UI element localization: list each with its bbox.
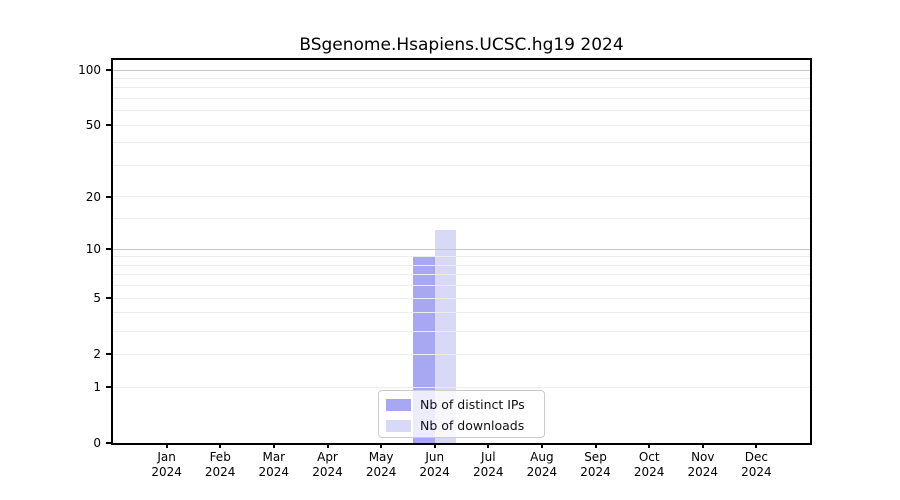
legend-item-distinct-ips: Nb of distinct IPs: [386, 394, 544, 415]
gridline-minor-6: [113, 285, 810, 287]
gridline-minor-90: [113, 77, 810, 79]
y-tick-0: [106, 442, 112, 444]
y-tick-10: [106, 248, 112, 251]
gridline-minor-80: [113, 87, 810, 89]
y-tick-100: [106, 69, 112, 71]
x-tick-nov: [701, 443, 704, 448]
y-tick-label-100: 100: [78, 63, 101, 77]
x-tick-feb: [219, 443, 222, 448]
y-tick-20: [106, 195, 112, 198]
bar-nb-of-downloads-jun: [434, 229, 457, 443]
gridline-minor-50: [113, 124, 810, 126]
legend-swatch-downloads: [386, 419, 411, 432]
y-tick-label-0: 0: [93, 436, 101, 450]
x-tick-label-jul: Jul 2024: [473, 450, 504, 479]
gridline-minor-1: [113, 386, 810, 388]
x-tick-label-nov: Nov 2024: [687, 450, 719, 479]
x-tick-label-apr: Apr 2024: [312, 450, 343, 479]
x-tick-apr: [326, 443, 329, 448]
x-tick-mar: [272, 443, 275, 448]
gridline-minor-40: [113, 142, 810, 144]
y-tick-label-1: 1: [93, 380, 101, 394]
gridline-minor-9: [113, 256, 810, 258]
x-tick-label-feb: Feb 2024: [204, 450, 236, 479]
gridline-minor-2: [113, 353, 810, 355]
gridline-minor-15: [113, 218, 810, 220]
gridline-minor-8: [113, 264, 810, 266]
x-tick-may: [380, 443, 383, 448]
y-tick-label-50: 50: [85, 118, 101, 133]
x-tick-label-aug: Aug 2024: [526, 450, 558, 479]
x-tick-jun: [433, 443, 436, 448]
x-tick-label-oct: Oct 2024: [633, 450, 665, 479]
gridline-minor-30: [113, 165, 810, 166]
gridline-minor-7: [113, 274, 810, 276]
y-tick-label-2: 2: [93, 347, 101, 362]
x-tick-label-dec: Dec 2024: [741, 450, 772, 479]
gridline-major-100: [113, 69, 810, 71]
x-tick-label-jan: Jan 2024: [151, 450, 182, 479]
gridline-minor-5: [113, 297, 810, 299]
x-tick-sep: [594, 443, 597, 448]
y-tick-5: [106, 297, 112, 300]
y-tick-label-10: 10: [85, 242, 101, 257]
y-tick-label-5: 5: [93, 291, 101, 306]
plot-area: [113, 60, 810, 443]
x-tick-label-mar: Mar 2024: [258, 450, 290, 479]
y-tick-1: [106, 386, 112, 388]
gridline-minor-4: [113, 312, 810, 314]
y-tick-2: [106, 353, 112, 356]
x-tick-label-jun: Jun 2024: [419, 450, 450, 479]
x-tick-jan: [165, 443, 168, 448]
x-tick-dec: [755, 443, 758, 448]
legend-item-downloads: Nb of downloads: [386, 415, 544, 436]
legend-label-distinct-ips: Nb of distinct IPs: [420, 397, 525, 412]
gridline-minor-70: [113, 98, 810, 99]
x-tick-label-sep: Sep 2024: [580, 450, 611, 479]
chart-legend: Nb of distinct IPs Nb of downloads: [378, 390, 545, 438]
chart-title: BSgenome.Hsapiens.UCSC.hg19 2024: [299, 35, 624, 55]
x-tick-jul: [487, 443, 490, 448]
gridline-minor-60: [113, 110, 810, 112]
plot-frame: [111, 58, 812, 445]
x-tick-label-may: May 2024: [365, 450, 397, 479]
x-tick-oct: [648, 443, 651, 448]
gridline-major-10: [113, 248, 810, 250]
y-tick-label-20: 20: [85, 189, 101, 204]
gridline-minor-3: [113, 330, 810, 332]
legend-label-downloads: Nb of downloads: [420, 418, 525, 433]
x-tick-aug: [540, 443, 543, 448]
legend-swatch-distinct-ips: [386, 398, 411, 411]
y-tick-50: [106, 124, 112, 127]
gridline-minor-20: [113, 196, 810, 198]
